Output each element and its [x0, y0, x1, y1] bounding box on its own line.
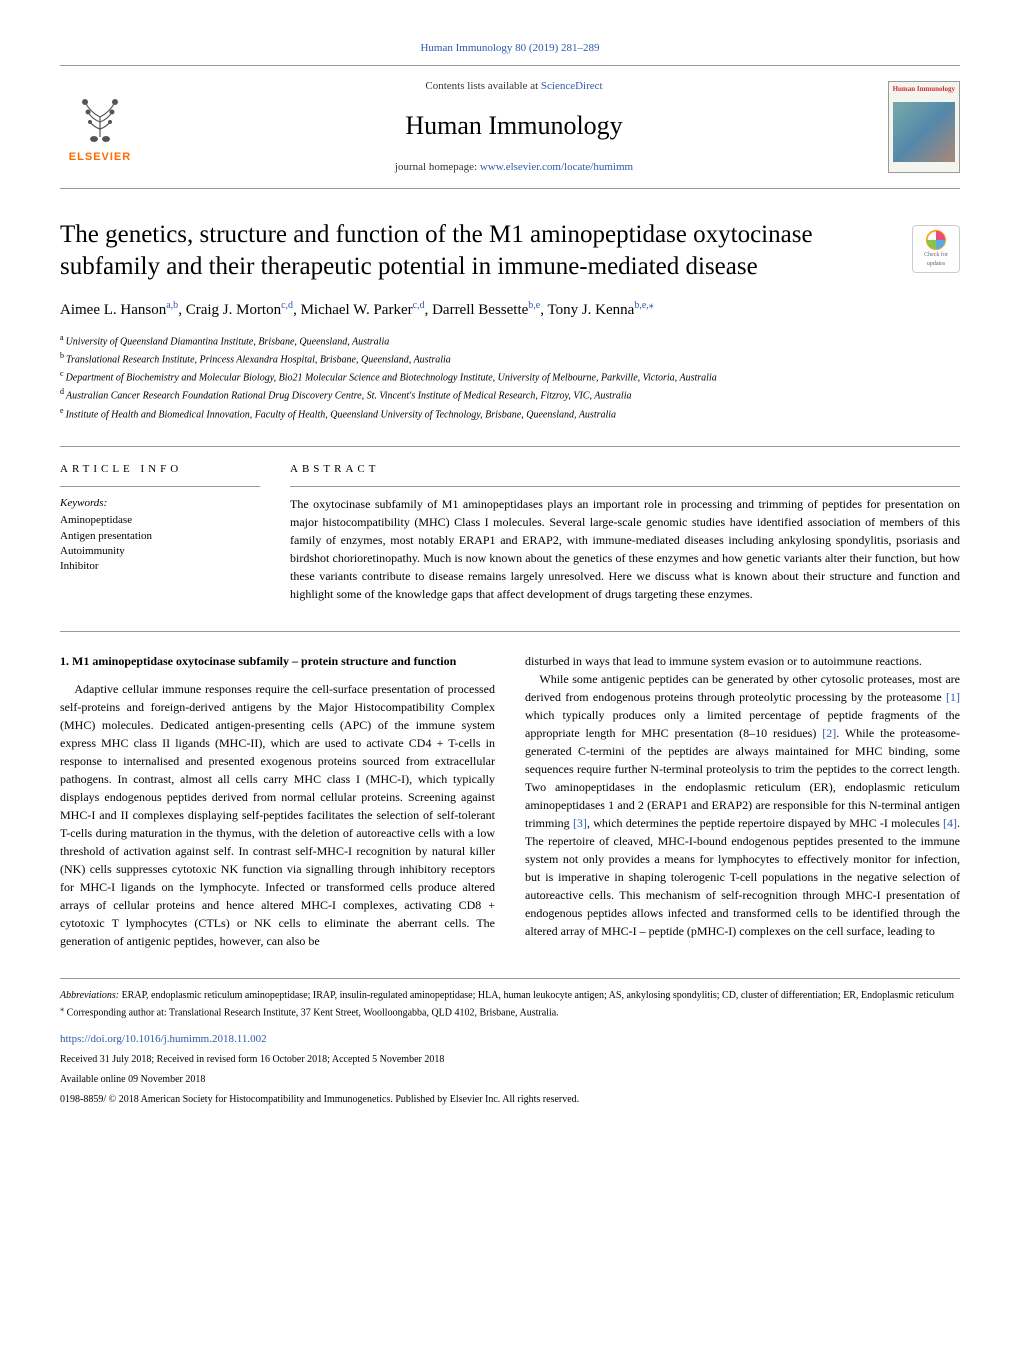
- cover-title: Human Immunology: [893, 86, 955, 93]
- affiliation-item: cDepartment of Biochemistry and Molecula…: [60, 368, 960, 385]
- affiliation-item: dAustralian Cancer Research Foundation R…: [60, 386, 960, 403]
- running-header-link[interactable]: Human Immunology 80 (2019) 281–289: [420, 42, 599, 54]
- abbreviations-line: Abbreviations: ERAP, endoplasmic reticul…: [60, 989, 960, 1003]
- badge-line1: Check for: [924, 251, 948, 260]
- doi-line: https://doi.org/10.1016/j.humimm.2018.11…: [60, 1032, 960, 1047]
- keywords-label: Keywords:: [60, 495, 260, 512]
- affiliation-item: eInstitute of Health and Biomedical Inno…: [60, 405, 960, 422]
- keyword-item: Antigen presentation: [60, 529, 260, 544]
- journal-name: Human Immunology: [140, 106, 888, 145]
- affiliation-item: bTranslational Research Institute, Princ…: [60, 350, 960, 367]
- keyword-item: Inhibitor: [60, 559, 260, 574]
- cover-image: [893, 102, 955, 162]
- keywords-list: AminopeptidaseAntigen presentationAutoim…: [60, 513, 260, 575]
- journal-cover-thumb: Human Immunology: [888, 81, 960, 173]
- ref-link[interactable]: [2]: [822, 726, 836, 740]
- doi-link[interactable]: https://doi.org/10.1016/j.humimm.2018.11…: [60, 1033, 267, 1045]
- affiliations-block: aUniversity of Queensland Diamantina Ins…: [60, 332, 960, 423]
- ref-link[interactable]: [4]: [943, 816, 957, 830]
- header-center: Contents lists available at ScienceDirec…: [140, 78, 888, 176]
- abbrev-label: Abbreviations:: [60, 990, 119, 1001]
- title-row: The genetics, structure and function of …: [60, 219, 960, 284]
- running-header: Human Immunology 80 (2019) 281–289: [60, 40, 960, 57]
- abstract-heading: ABSTRACT: [290, 461, 960, 478]
- body-columns: 1. M1 aminopeptidase oxytocinase subfami…: [60, 652, 960, 950]
- article-title: The genetics, structure and function of …: [60, 219, 892, 284]
- body-para-3: While some antigenic peptides can be gen…: [525, 670, 960, 940]
- elsevier-logo: ELSEVIER: [60, 87, 140, 166]
- star-icon: ⁎: [60, 1003, 64, 1013]
- body-para-2: disturbed in ways that lead to immune sy…: [525, 652, 960, 670]
- check-updates-badge[interactable]: Check for updates: [912, 225, 960, 273]
- ref-link[interactable]: [1]: [946, 690, 960, 704]
- divider: [290, 486, 960, 487]
- corresponding-author-line: ⁎ Corresponding author at: Translational…: [60, 1003, 960, 1020]
- sciencedirect-link[interactable]: ScienceDirect: [541, 80, 603, 92]
- homepage-link[interactable]: www.elsevier.com/locate/humimm: [480, 161, 633, 173]
- authors-line: Aimee L. Hansona,b, Craig J. Mortonc,d, …: [60, 298, 960, 322]
- updates-icon: [925, 229, 947, 251]
- divider: [60, 188, 960, 189]
- ref-link[interactable]: [3]: [573, 816, 587, 830]
- contents-prefix: Contents lists available at: [425, 80, 540, 92]
- section-heading-1: 1. M1 aminopeptidase oxytocinase subfami…: [60, 652, 495, 670]
- available-line: Available online 09 November 2018: [60, 1073, 960, 1087]
- affiliation-item: aUniversity of Queensland Diamantina Ins…: [60, 332, 960, 349]
- info-abstract-band: ARTICLE INFO Keywords: AminopeptidaseAnt…: [60, 446, 960, 603]
- body-section: 1. M1 aminopeptidase oxytocinase subfami…: [60, 631, 960, 950]
- corresponding-text: Corresponding author at: Translational R…: [67, 1007, 559, 1018]
- elsevier-tree-icon: [70, 87, 130, 147]
- contents-line: Contents lists available at ScienceDirec…: [140, 78, 888, 95]
- divider: [60, 65, 960, 66]
- badge-line2: updates: [927, 260, 945, 269]
- divider: [60, 486, 260, 487]
- abstract-text: The oxytocinase subfamily of M1 aminopep…: [290, 495, 960, 603]
- abbrev-text: ERAP, endoplasmic reticulum aminopeptida…: [119, 990, 954, 1001]
- homepage-line: journal homepage: www.elsevier.com/locat…: [140, 159, 888, 176]
- elsevier-wordmark: ELSEVIER: [69, 149, 131, 166]
- article-info-col: ARTICLE INFO Keywords: AminopeptidaseAnt…: [60, 461, 260, 603]
- abstract-col: ABSTRACT The oxytocinase subfamily of M1…: [290, 461, 960, 603]
- footer-block: Abbreviations: ERAP, endoplasmic reticul…: [60, 978, 960, 1108]
- keyword-item: Autoimmunity: [60, 544, 260, 559]
- keyword-item: Aminopeptidase: [60, 513, 260, 528]
- homepage-prefix: journal homepage:: [395, 161, 480, 173]
- body-para-1: Adaptive cellular immune responses requi…: [60, 680, 495, 950]
- received-line: Received 31 July 2018; Received in revis…: [60, 1053, 960, 1067]
- article-info-heading: ARTICLE INFO: [60, 461, 260, 478]
- copyright-line: 0198-8859/ © 2018 American Society for H…: [60, 1093, 960, 1107]
- journal-header: ELSEVIER Contents lists available at Sci…: [60, 70, 960, 184]
